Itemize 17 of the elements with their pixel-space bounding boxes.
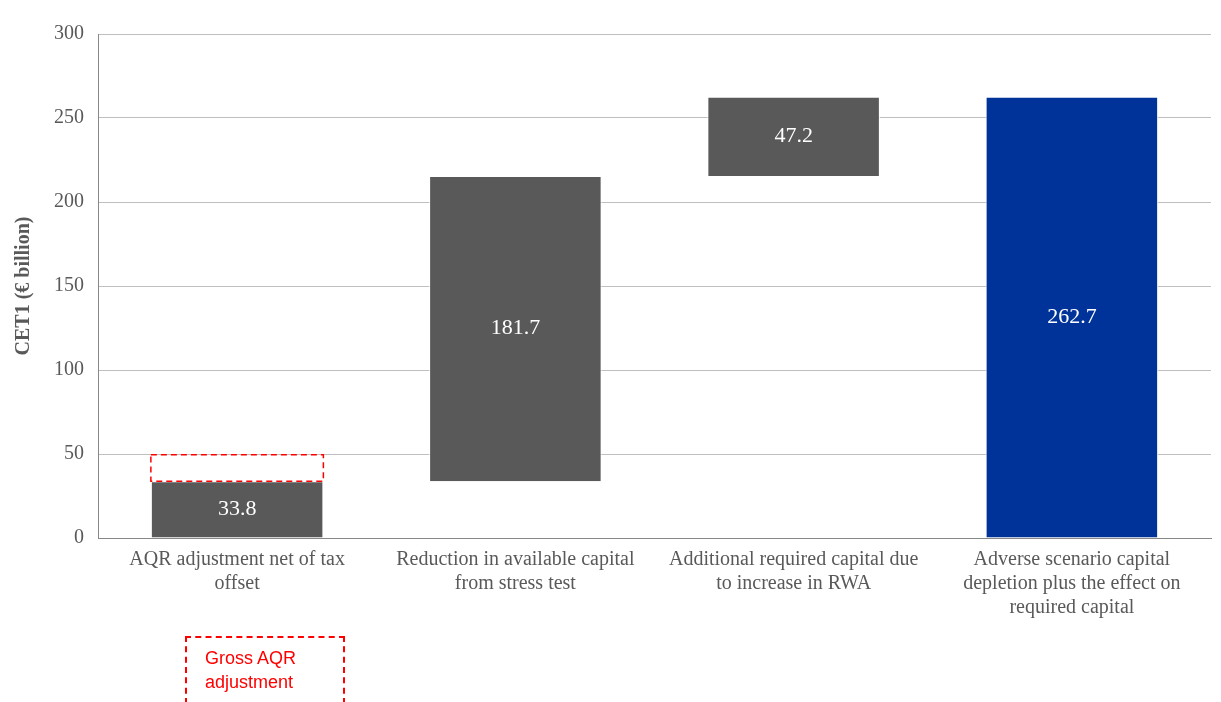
y-tick-label: 250 — [54, 105, 84, 128]
data-label: 47.2 — [774, 122, 813, 148]
y-tick-label: 300 — [54, 21, 84, 44]
x-tick-label: AQR adjustment net of tax offset — [129, 547, 345, 594]
x-tick-label: Reduction in available capital from stress test — [396, 547, 635, 594]
y-tick-label: 50 — [64, 441, 84, 464]
y-axis-title: CET1 (€ billion) — [11, 216, 35, 356]
data-label: 181.7 — [490, 314, 541, 340]
x-tick-label: Adverse scenario capital depletion plus the effect on required capital — [963, 547, 1181, 619]
text: Gross AQR adjustment — [185, 636, 345, 702]
y-tick-label: 200 — [54, 189, 84, 212]
y-tick-label: 150 — [54, 273, 84, 296]
x-tick-label: Additional required capital due to increase in RWA — [668, 547, 919, 594]
y-tick-label: 100 — [54, 357, 84, 380]
data-label: 33.8 — [217, 495, 257, 521]
y-tick-label: 0 — [74, 525, 84, 548]
data-label: 262.7 — [1047, 302, 1097, 328]
